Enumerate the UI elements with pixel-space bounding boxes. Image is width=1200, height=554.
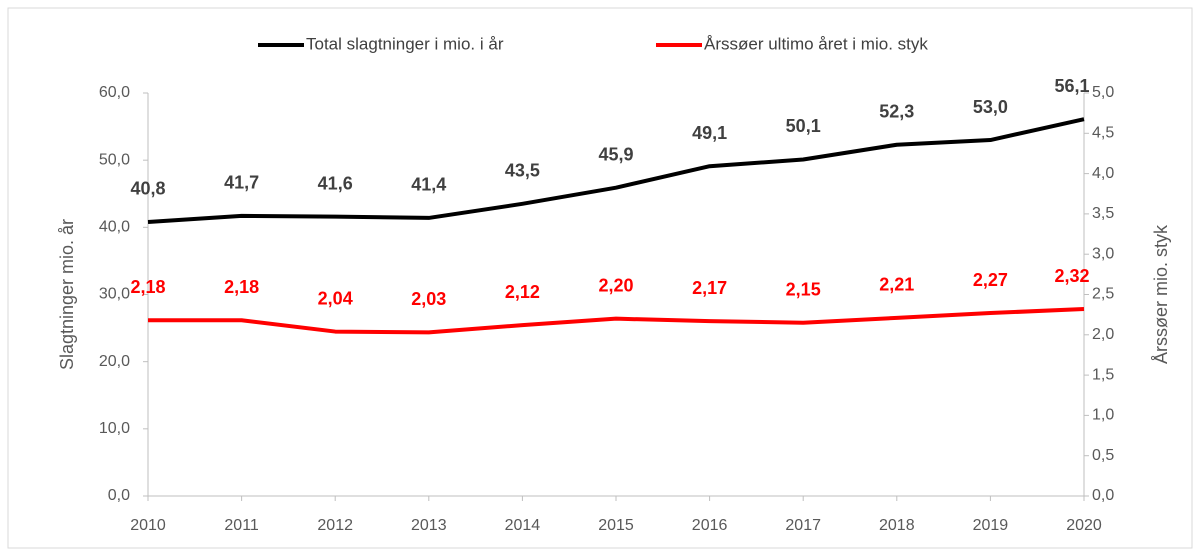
data-label: 2,15 — [786, 279, 821, 299]
x-tick-label: 2011 — [224, 517, 259, 534]
y-tick-label: 50,0 — [99, 151, 130, 168]
data-label: 2,18 — [224, 277, 259, 297]
y-tick-label: 20,0 — [99, 353, 130, 370]
data-label: 2,17 — [692, 278, 727, 298]
y2-tick-label: 0,0 — [1092, 487, 1114, 504]
data-label: 2,20 — [598, 275, 633, 295]
data-label: 52,3 — [879, 101, 914, 121]
y2-tick-label: 4,0 — [1092, 165, 1114, 182]
x-tick-label: 2017 — [785, 517, 821, 534]
legend-label: Total slagtninger i mio. i år — [306, 34, 504, 53]
legend-label: Årssøer ultimo året i mio. styk — [704, 34, 928, 53]
data-label: 2,27 — [973, 270, 1008, 290]
data-label: 2,04 — [318, 288, 353, 308]
x-tick-label: 2012 — [317, 517, 353, 534]
y-tick-label: 0,0 — [108, 487, 130, 504]
data-label: 2,18 — [130, 277, 165, 297]
y2-tick-label: 3,5 — [1092, 205, 1114, 222]
x-tick-label: 2018 — [879, 517, 915, 534]
x-tick-label: 2014 — [505, 517, 541, 534]
x-tick-label: 2016 — [692, 517, 728, 534]
data-label: 43,5 — [505, 161, 540, 181]
y2-tick-label: 4,5 — [1092, 125, 1114, 142]
data-label: 2,21 — [879, 275, 914, 295]
y2-tick-label: 1,5 — [1092, 366, 1114, 383]
data-label: 2,03 — [411, 289, 446, 309]
data-label: 56,1 — [1054, 76, 1089, 96]
y2-tick-label: 3,0 — [1092, 245, 1114, 262]
x-tick-label: 2010 — [130, 517, 166, 534]
y-axis-title: Slagtninger mio. år — [57, 219, 77, 370]
y-tick-label: 60,0 — [99, 84, 130, 101]
y2-tick-label: 5,0 — [1092, 84, 1114, 101]
x-tick-label: 2019 — [973, 517, 1009, 534]
data-label: 2,32 — [1054, 266, 1089, 286]
y2-tick-label: 2,5 — [1092, 286, 1114, 303]
series-line — [148, 307, 1085, 335]
y2-tick-label: 1,0 — [1092, 407, 1114, 424]
data-label: 2,12 — [505, 282, 540, 302]
data-label: 40,8 — [130, 179, 165, 199]
x-tick-label: 2020 — [1066, 517, 1102, 534]
y-tick-label: 10,0 — [99, 420, 130, 437]
y2-tick-label: 2,0 — [1092, 326, 1114, 343]
data-label: 45,9 — [598, 144, 633, 164]
data-label: 41,4 — [411, 175, 446, 195]
series-line — [147, 117, 1085, 224]
data-label: 41,7 — [224, 173, 259, 193]
x-tick-label: 2015 — [598, 517, 634, 534]
chart-border — [7, 7, 1193, 549]
y-tick-label: 40,0 — [99, 219, 130, 236]
y-tick-label: 30,0 — [99, 286, 130, 303]
x-tick-label: 2013 — [411, 517, 447, 534]
y2-axis-title: Årssøer mio. styk — [1151, 224, 1171, 364]
data-label: 50,1 — [786, 116, 821, 136]
data-label: 41,6 — [318, 173, 353, 193]
data-label: 49,1 — [692, 123, 727, 143]
y2-tick-label: 0,5 — [1092, 447, 1114, 464]
data-label: 53,0 — [973, 97, 1008, 117]
